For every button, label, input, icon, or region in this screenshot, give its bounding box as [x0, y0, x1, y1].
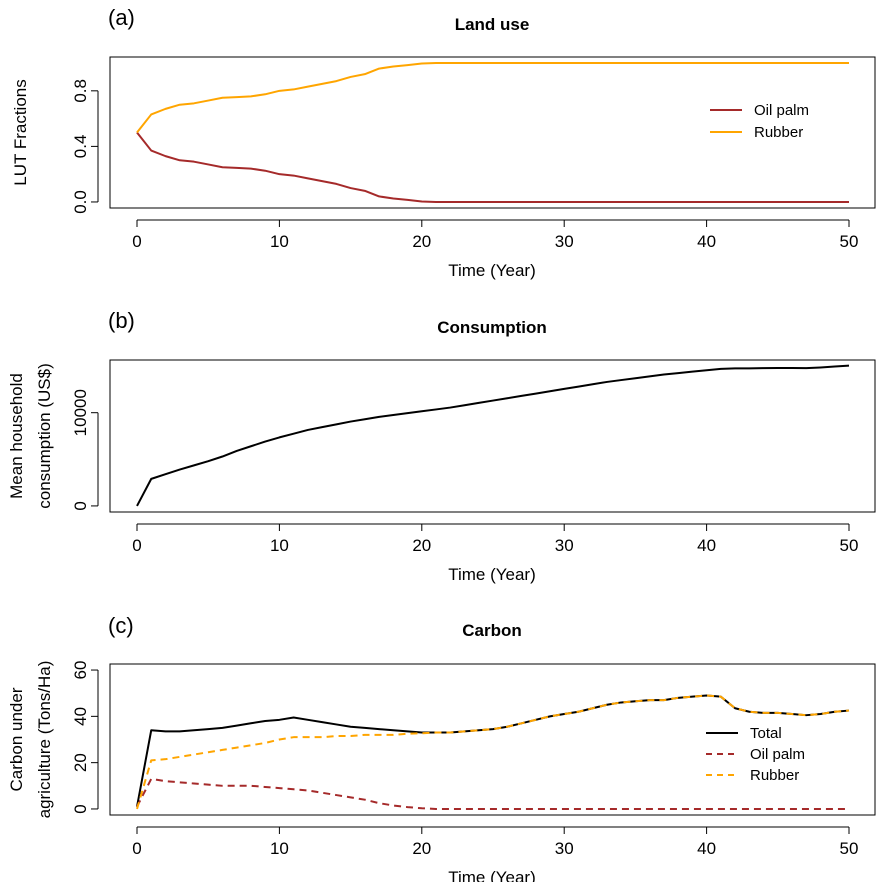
plot-frame	[109, 56, 876, 209]
series-line-consumption	[136, 364, 850, 507]
legend-entry: Rubber	[750, 767, 799, 784]
series-line-oil-palm	[136, 777, 849, 810]
panel-c: (c) Carbon 0 10 20 30 40 50 Time (Year) 0 20 40 60 Ca…	[7, 613, 876, 882]
y-tick-label: 0	[71, 501, 90, 510]
x-tick-label: 0	[132, 232, 141, 251]
series-line-total	[136, 694, 850, 807]
x-tick-label: 50	[840, 536, 859, 555]
y-axis-label: LUT Fractions	[11, 79, 30, 185]
x-tick-label: 30	[555, 839, 574, 858]
panel-label: (c)	[108, 613, 134, 638]
x-tick-label: 10	[270, 536, 289, 555]
panel-label: (a)	[108, 5, 135, 30]
x-axis-label: Time (Year)	[448, 868, 536, 882]
x-tick-label: 10	[270, 839, 289, 858]
legend: Oil palm Rubber	[710, 102, 809, 141]
x-tick-label: 0	[132, 536, 141, 555]
y-tick-label: 60	[71, 661, 90, 680]
legend-entry: Rubber	[754, 124, 803, 141]
y-axis-label: consumption (US$)	[35, 363, 54, 509]
panel-a: (a) Land use 0 10 20 30 40 50 Time (Year) 0.0 0.4 0…	[11, 5, 876, 280]
chart-title: Carbon	[462, 621, 522, 640]
x-tick-label: 0	[132, 839, 141, 858]
x-tick-label: 10	[270, 232, 289, 251]
legend: Total Oil palm Rubber	[706, 725, 805, 784]
chart-title: Land use	[455, 15, 530, 34]
y-tick-label: 20	[71, 753, 90, 772]
y-tick-label: 0	[71, 804, 90, 813]
chart-title: Consumption	[437, 318, 547, 337]
plot-frame	[109, 359, 876, 513]
y-axis-label: Carbon under	[7, 687, 26, 791]
panel-label: (b)	[108, 308, 135, 333]
panel-b: (b) Consumption 0 10 20 30 40 50 Time (Year) 0 100…	[7, 308, 876, 584]
y-tick-label: 40	[71, 707, 90, 726]
x-tick-label: 40	[697, 536, 716, 555]
legend-entry: Total	[750, 725, 782, 742]
x-tick-label: 30	[555, 232, 574, 251]
y-tick-label: 0.8	[71, 79, 90, 103]
x-axis-label: Time (Year)	[448, 565, 536, 584]
y-tick-label: 0.0	[71, 190, 90, 214]
x-tick-label: 40	[697, 232, 716, 251]
series-line-rubber	[136, 694, 850, 810]
legend-entry: Oil palm	[750, 746, 805, 763]
y-axis-label: Mean household	[7, 373, 26, 499]
x-tick-label: 50	[840, 232, 859, 251]
x-tick-label: 40	[697, 839, 716, 858]
x-tick-label: 30	[555, 536, 574, 555]
x-tick-label: 50	[840, 839, 859, 858]
y-tick-label: 0.4	[71, 135, 90, 159]
x-axis-label: Time (Year)	[448, 261, 536, 280]
x-tick-label: 20	[412, 232, 431, 251]
x-tick-label: 20	[412, 536, 431, 555]
y-axis-label: agriculture (Tons/Ha)	[35, 661, 54, 819]
series-line-oil-palm	[136, 131, 849, 203]
plot-frame	[109, 663, 876, 816]
x-tick-label: 20	[412, 839, 431, 858]
legend-entry: Oil palm	[754, 102, 809, 119]
series-line-rubber	[136, 62, 849, 134]
y-tick-label: 10000	[71, 389, 90, 436]
